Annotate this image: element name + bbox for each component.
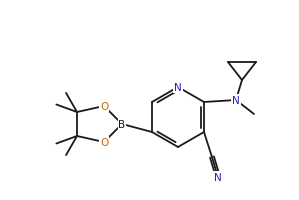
Text: N: N	[214, 172, 222, 182]
Text: N: N	[174, 83, 182, 93]
Text: O: O	[100, 137, 108, 147]
Text: N: N	[232, 96, 240, 105]
Text: O: O	[100, 101, 108, 111]
Text: B: B	[118, 119, 126, 129]
